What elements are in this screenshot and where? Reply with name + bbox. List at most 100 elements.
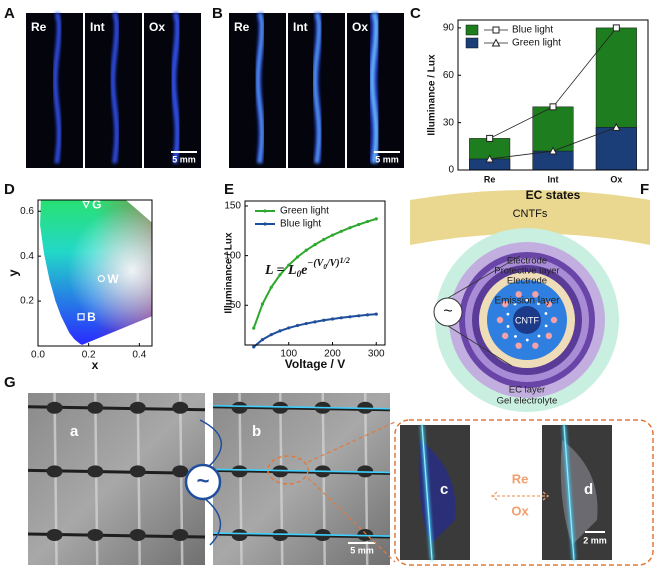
marker	[287, 326, 290, 329]
series-line	[254, 314, 377, 347]
formula-part: /V)	[326, 258, 340, 269]
knot	[87, 465, 103, 477]
marker	[357, 223, 360, 226]
marker	[322, 319, 325, 322]
emission-dot	[507, 325, 510, 328]
formula: L = L0e−(V0/V)1/2	[264, 256, 350, 279]
scale-bar-label: 2 mm	[583, 535, 607, 545]
marker	[357, 314, 360, 317]
marker	[261, 302, 264, 305]
layer-label: EC layer	[509, 385, 545, 396]
knot	[47, 529, 63, 541]
y-axis-label: y	[5, 269, 20, 277]
switch-arrow	[492, 492, 548, 500]
photo-label: a	[70, 423, 79, 440]
photo-label: d	[584, 481, 593, 498]
marker	[261, 338, 264, 341]
cntf-label: CNTFs	[513, 208, 548, 220]
legend-marker	[493, 27, 499, 33]
ac-symbol: ~	[197, 468, 210, 493]
y-tick-label: 90	[443, 23, 455, 34]
formula-part: L = L	[264, 263, 297, 278]
x-tick-label: Int	[548, 174, 559, 184]
marker	[252, 345, 255, 348]
chromaticity-diagram	[40, 159, 224, 345]
state-label: Ox	[511, 503, 529, 518]
panel-label: B	[212, 5, 223, 22]
marker	[550, 104, 556, 110]
layer-label: CNTF	[515, 315, 539, 325]
panel-label: F	[640, 181, 649, 198]
bar	[596, 127, 637, 170]
image-label: Ox	[352, 20, 368, 34]
emission-dot	[546, 333, 552, 339]
panel-label: C	[410, 5, 421, 22]
emission-dot	[497, 317, 503, 323]
formula-part: 1/2	[340, 256, 350, 265]
legend-marker	[263, 209, 266, 212]
x-tick-label: 0.4	[132, 350, 146, 361]
legend-marker	[263, 222, 266, 225]
x-axis-label: Voltage / V	[285, 357, 345, 371]
knot	[172, 465, 188, 477]
image-label: Ox	[149, 20, 165, 34]
y-axis-label: Illuminance / Lux	[427, 54, 438, 136]
ac-symbol: ~	[443, 303, 452, 320]
knot	[172, 402, 188, 414]
knot	[87, 529, 103, 541]
image-label: Re	[31, 20, 47, 34]
y-tick-label: 150	[224, 201, 241, 212]
marker	[366, 220, 369, 223]
legend-swatch	[466, 25, 478, 35]
marker	[313, 243, 316, 246]
panel-label: A	[4, 5, 15, 22]
panel-label: D	[4, 181, 15, 198]
emission-dot	[515, 342, 521, 348]
x-axis-label: x	[92, 358, 99, 372]
marker	[348, 315, 351, 318]
marker	[313, 320, 316, 323]
y-tick-label: 0.2	[20, 296, 34, 307]
knot	[130, 402, 146, 414]
knot	[87, 402, 103, 414]
x-axis-label: EC states	[526, 188, 581, 202]
x-tick-label: 0.0	[31, 350, 45, 361]
emission-dot	[545, 312, 548, 315]
marker	[366, 313, 369, 316]
marker	[331, 234, 334, 237]
panel-label: E	[224, 181, 234, 198]
marker	[322, 238, 325, 241]
knot	[232, 402, 248, 414]
formula-part: −(V	[307, 258, 324, 269]
scale-bar-label: 5 mm	[375, 154, 399, 164]
marker	[375, 217, 378, 220]
emission-dot	[506, 313, 509, 316]
marker	[252, 327, 255, 330]
image-label: Int	[293, 20, 308, 34]
layer-label: Electrode	[507, 276, 547, 287]
fiber-diagram: CNTFs Electrode Protective layer Electro…	[410, 190, 650, 412]
legend-label: Blue light	[512, 25, 553, 36]
gamut	[40, 159, 224, 345]
y-tick-label: 0.6	[20, 206, 34, 217]
emission-dot	[514, 335, 517, 338]
layer-label: Emission layer	[494, 296, 560, 307]
marker	[305, 322, 308, 325]
knot	[47, 465, 63, 477]
emission-dot	[532, 342, 538, 348]
emission-dot	[502, 333, 508, 339]
marker	[487, 135, 493, 141]
marker	[305, 249, 308, 252]
layer-label: Gel electrolyte	[497, 396, 558, 407]
emission-dot	[526, 339, 529, 342]
y-tick-label: 0.4	[20, 251, 34, 262]
scale-bar-label: 5 mm	[172, 154, 196, 164]
marker	[348, 226, 351, 229]
figure: A B C D E F G Re Int Ox5 mmRe Int Ox5 mm CNT…	[0, 0, 660, 571]
marker	[278, 329, 281, 332]
marker	[296, 255, 299, 258]
marker	[331, 317, 334, 320]
emission-dot	[551, 317, 557, 323]
y-tick-label: 0	[448, 165, 454, 176]
knot	[47, 402, 63, 414]
